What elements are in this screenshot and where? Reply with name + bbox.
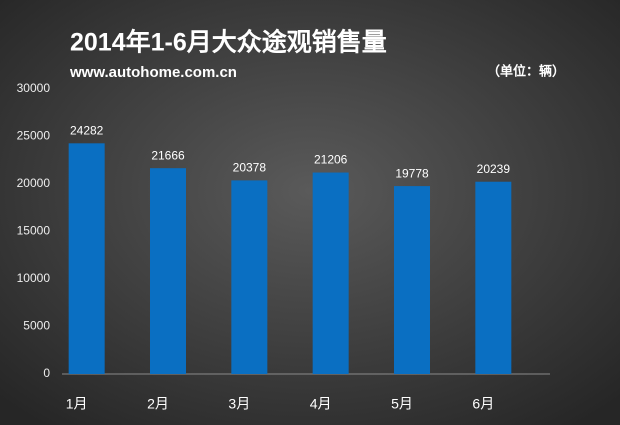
y-tick-label: 25000	[17, 129, 51, 143]
data-label: 20378	[233, 161, 267, 175]
x-tick-label: 4月	[310, 396, 332, 412]
y-tick-label: 30000	[17, 81, 51, 95]
data-label: 20239	[477, 162, 511, 176]
bar	[312, 172, 349, 374]
data-label: 19778	[395, 166, 429, 180]
x-tick-label: 6月	[472, 396, 494, 412]
data-label: 24282	[70, 123, 104, 137]
data-label: 21206	[314, 153, 348, 167]
y-tick-label: 10000	[17, 271, 51, 285]
unit-note: （单位：辆）	[487, 63, 565, 78]
data-label: 21666	[151, 148, 185, 162]
x-tick-label: 5月	[391, 396, 413, 412]
bar	[150, 168, 186, 374]
y-tick-label: 5000	[23, 319, 50, 333]
bar	[68, 143, 105, 374]
x-tick-label: 2月	[147, 396, 169, 412]
x-tick-label: 1月	[66, 396, 88, 412]
y-tick-label: 0	[43, 366, 50, 380]
x-tick-label: 3月	[228, 396, 250, 412]
y-tick-label: 20000	[17, 176, 51, 190]
chart-subtitle: www.autohome.com.cn	[69, 64, 237, 81]
bar	[394, 186, 430, 374]
bar	[475, 181, 512, 374]
y-tick-label: 15000	[17, 224, 51, 238]
bar	[231, 180, 268, 374]
chart-title: 2014年1-6月大众途观销售量	[70, 28, 387, 57]
